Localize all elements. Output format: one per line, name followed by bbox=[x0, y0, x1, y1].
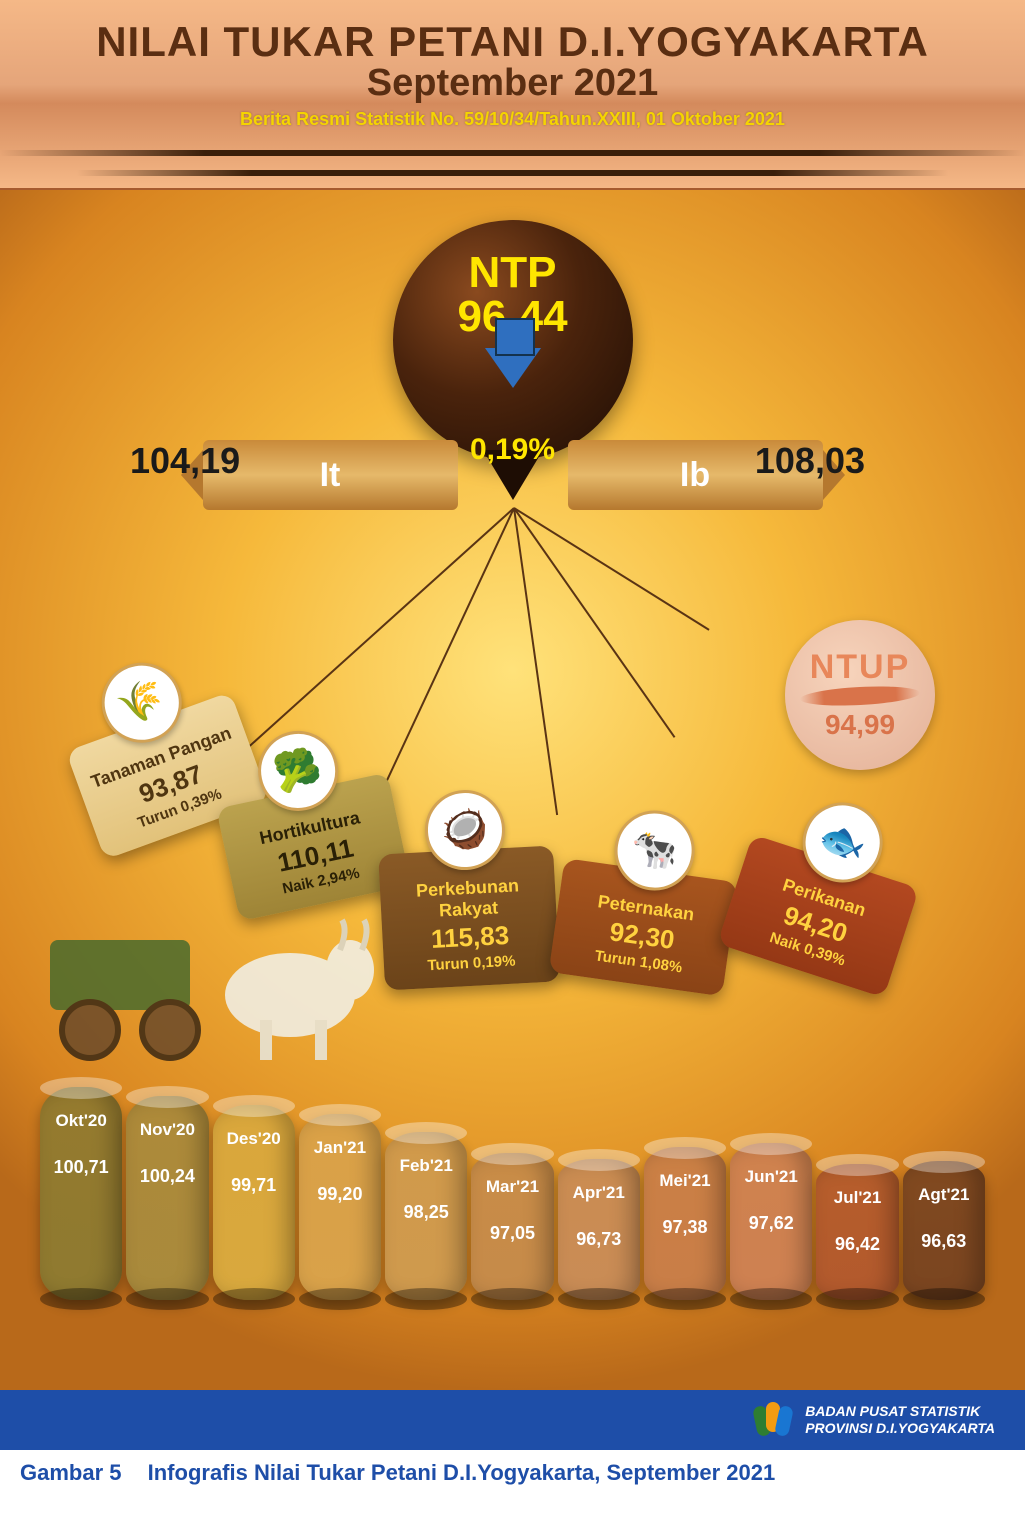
month-bar: Mei'21 97,38 bbox=[644, 1147, 726, 1300]
month-label: Jan'21 bbox=[314, 1138, 366, 1158]
footer-org1: BADAN PUSAT STATISTIK bbox=[805, 1403, 995, 1420]
month-bar: Mar'21 97,05 bbox=[471, 1153, 553, 1300]
month-value: 100,71 bbox=[54, 1157, 109, 1178]
month-value: 98,25 bbox=[404, 1202, 449, 1223]
footer-bar: BADAN PUSAT STATISTIK PROVINSI D.I.YOGYA… bbox=[0, 1390, 1025, 1450]
ntup-wave-icon bbox=[800, 684, 921, 708]
footer-text: BADAN PUSAT STATISTIK PROVINSI D.I.YOGYA… bbox=[805, 1403, 995, 1437]
header-banner: NILAI TUKAR PETANI D.I.YOGYAKARTA Septem… bbox=[0, 0, 1025, 190]
month-label: Nov'20 bbox=[140, 1120, 195, 1140]
it-flag: It bbox=[203, 440, 458, 510]
month-bar: Okt'20 100,71 bbox=[40, 1087, 122, 1300]
month-value: 99,71 bbox=[231, 1175, 276, 1196]
month-value: 97,62 bbox=[749, 1213, 794, 1234]
month-bar: Feb'21 98,25 bbox=[385, 1132, 467, 1301]
month-value: 99,20 bbox=[317, 1184, 362, 1205]
month-bar: Agt'21 96,63 bbox=[903, 1161, 985, 1300]
connector-line bbox=[513, 507, 675, 738]
monthly-bar-chart: Okt'20 100,71 Nov'20 100,24 Des'20 99,71 Jan'2… bbox=[40, 1060, 985, 1300]
month-value: 96,42 bbox=[835, 1234, 880, 1255]
ntp-balloon: NTP 96,44 bbox=[393, 220, 633, 460]
ntup-value: 94,99 bbox=[785, 709, 935, 741]
month-bar: Jan'21 99,20 bbox=[299, 1114, 381, 1300]
infographic-page: NILAI TUKAR PETANI D.I.YOGYAKARTA Septem… bbox=[0, 0, 1025, 1516]
caption-prefix: Gambar 5 bbox=[20, 1460, 122, 1485]
title-note: Berita Resmi Statistik No. 59/10/34/Tahu… bbox=[0, 109, 1025, 130]
connector-line bbox=[513, 507, 709, 631]
ox-cart-illustration bbox=[40, 900, 420, 1070]
sector-card: 🐄Peternakan92,30Turun 1,08% bbox=[549, 799, 747, 997]
month-value: 97,05 bbox=[490, 1223, 535, 1244]
it-value: 104,19 bbox=[130, 440, 240, 482]
ntup-label: NTUP bbox=[785, 620, 935, 687]
main-canvas: NTP 96,44 0,19% It Ib 104,19 108,03 NTUP… bbox=[0, 190, 1025, 1390]
month-bar: Nov'20 100,24 bbox=[126, 1096, 208, 1300]
month-label: Okt'20 bbox=[55, 1111, 106, 1131]
month-value: 96,73 bbox=[576, 1229, 621, 1250]
month-bar: Jun'21 97,62 bbox=[730, 1143, 812, 1300]
ib-value: 108,03 bbox=[755, 440, 865, 482]
month-label: Agt'21 bbox=[918, 1185, 969, 1205]
month-label: Jun'21 bbox=[745, 1167, 798, 1187]
month-label: Mei'21 bbox=[659, 1171, 710, 1191]
month-label: Feb'21 bbox=[400, 1156, 453, 1176]
ntp-change-pct: 0,19% bbox=[470, 433, 555, 467]
connector-line bbox=[513, 508, 558, 815]
title-main: NILAI TUKAR PETANI D.I.YOGYAKARTA bbox=[0, 18, 1025, 66]
month-bar: Jul'21 96,42 bbox=[816, 1164, 898, 1300]
month-bar: Des'20 99,71 bbox=[213, 1105, 295, 1300]
month-value: 97,38 bbox=[662, 1217, 707, 1238]
bps-logo-icon bbox=[755, 1402, 791, 1438]
month-value: 100,24 bbox=[140, 1166, 195, 1187]
footer-org2: PROVINSI D.I.YOGYAKARTA bbox=[805, 1420, 995, 1437]
ntup-circle: NTUP 94,99 bbox=[785, 620, 935, 770]
month-label: Des'20 bbox=[227, 1129, 281, 1149]
month-label: Mar'21 bbox=[486, 1177, 539, 1197]
ntp-label: NTP bbox=[393, 220, 633, 298]
caption-text: Infografis Nilai Tukar Petani D.I.Yogyak… bbox=[148, 1460, 776, 1485]
month-bar: Apr'21 96,73 bbox=[558, 1159, 640, 1300]
month-label: Apr'21 bbox=[573, 1183, 625, 1203]
month-label: Jul'21 bbox=[834, 1188, 882, 1208]
sector-card: 🐟Perikanan94,20Naik 0,39% bbox=[717, 777, 938, 998]
title-subtitle: September 2021 bbox=[0, 62, 1025, 105]
month-value: 96,63 bbox=[921, 1231, 966, 1252]
figure-caption: Gambar 5 Infografis Nilai Tukar Petani D… bbox=[0, 1450, 1025, 1516]
down-arrow-icon bbox=[485, 348, 541, 388]
